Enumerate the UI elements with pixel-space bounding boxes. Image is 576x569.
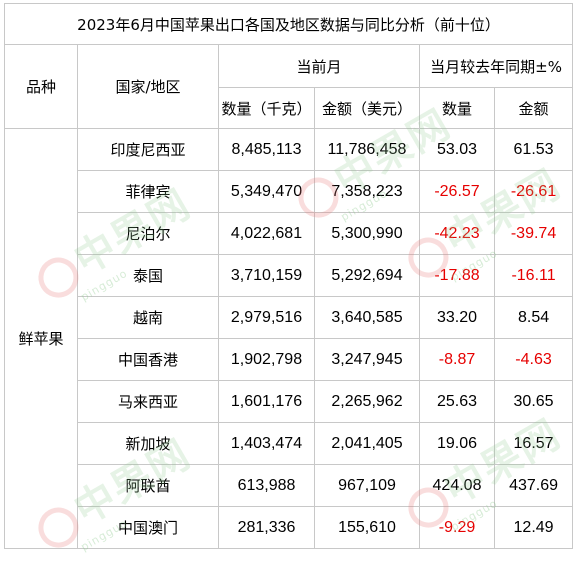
table-row: 马来西亚 1,601,176 2,265,962 25.63 30.65: [5, 380, 574, 423]
country-cell: 新加坡: [77, 422, 219, 465]
amount-cell: 7,358,223: [314, 170, 420, 213]
country-cell: 阿联酋: [77, 464, 219, 507]
amount-cell: 2,265,962: [314, 380, 420, 423]
amount-cell: 5,292,694: [314, 254, 420, 297]
table-row: 菲律宾 5,349,470 7,358,223 -26.57 -26.61: [5, 170, 574, 213]
amount-cell: 3,640,585: [314, 296, 420, 339]
table-row: 尼泊尔 4,022,681 5,300,990 -42.23 -39.74: [5, 212, 574, 255]
yoy-quantity-cell: -17.88: [419, 254, 495, 297]
variety-cell: 鲜苹果: [4, 128, 78, 549]
amount-cell: 3,247,945: [314, 338, 420, 381]
amount-cell: 5,300,990: [314, 212, 420, 255]
quantity-cell: 8,485,113: [218, 128, 315, 171]
country-cell: 菲律宾: [77, 170, 219, 213]
table-row: 越南 2,979,516 3,640,585 33.20 8.54: [5, 296, 574, 339]
yoy-amount-cell: 12.49: [493, 506, 574, 549]
quantity-cell: 1,403,474: [218, 422, 315, 465]
table-row: 阿联酋 613,988 967,109 424.08 437.69: [5, 464, 574, 507]
table-row: 泰国 3,710,159 5,292,694 -17.88 -16.11: [5, 254, 574, 297]
header-yoy-amount: 金额: [493, 87, 574, 129]
amount-cell: 11,786,458: [314, 128, 420, 171]
yoy-quantity-cell: 19.06: [419, 422, 495, 465]
table-row: 中国香港 1,902,798 3,247,945 -8.87 -4.63: [5, 338, 574, 381]
amount-cell: 967,109: [314, 464, 420, 507]
yoy-amount-cell: -26.61: [493, 170, 574, 213]
country-cell: 中国香港: [77, 338, 219, 381]
table-row: 中国澳门 281,336 155,610 -9.29 12.49: [5, 506, 574, 549]
header-amount-usd: 金额（美元）: [314, 87, 420, 129]
country-cell: 中国澳门: [77, 506, 219, 549]
header-yoy: 当月较去年同期±%: [418, 44, 574, 88]
header-yoy-quantity: 数量: [419, 87, 495, 129]
quantity-cell: 5,349,470: [218, 170, 315, 213]
table-row: 新加坡 1,403,474 2,041,405 19.06 16.57: [5, 422, 574, 465]
apple-export-table: 2023年6月中国苹果出口各国及地区数据与同比分析（前十位） 品种 国家/地区 …: [3, 3, 574, 549]
yoy-quantity-cell: 53.03: [419, 128, 495, 171]
header-country: 国家/地区: [77, 44, 219, 129]
amount-cell: 155,610: [314, 506, 420, 549]
yoy-amount-cell: -16.11: [493, 254, 574, 297]
yoy-amount-cell: 8.54: [493, 296, 574, 339]
yoy-quantity-cell: 33.20: [419, 296, 495, 339]
quantity-cell: 4,022,681: [218, 212, 315, 255]
quantity-cell: 3,710,159: [218, 254, 315, 297]
yoy-amount-cell: -4.63: [493, 338, 574, 381]
quantity-cell: 613,988: [218, 464, 315, 507]
header-variety: 品种: [4, 44, 78, 129]
country-cell: 尼泊尔: [77, 212, 219, 255]
quantity-cell: 2,979,516: [218, 296, 315, 339]
table-title: 2023年6月中国苹果出口各国及地区数据与同比分析（前十位）: [3, 3, 574, 45]
table-row: 鲜苹果 印度尼西亚 8,485,113 11,786,458 53.03 61.53: [4, 128, 574, 549]
yoy-amount-cell: -39.74: [493, 212, 574, 255]
country-cell: 泰国: [77, 254, 219, 297]
yoy-quantity-cell: 424.08: [419, 464, 495, 507]
yoy-amount-cell: 437.69: [493, 464, 574, 507]
yoy-quantity-cell: -26.57: [419, 170, 495, 213]
yoy-amount-cell: 16.57: [493, 422, 574, 465]
country-cell: 马来西亚: [77, 380, 219, 423]
header-quantity-kg: 数量（千克）: [218, 87, 315, 129]
country-cell: 印度尼西亚: [77, 128, 219, 171]
quantity-cell: 1,902,798: [218, 338, 315, 381]
yoy-quantity-cell: -8.87: [419, 338, 495, 381]
yoy-quantity-cell: -9.29: [419, 506, 495, 549]
amount-cell: 2,041,405: [314, 422, 420, 465]
yoy-quantity-cell: 25.63: [419, 380, 495, 423]
yoy-amount-cell: 30.65: [493, 380, 574, 423]
country-cell: 越南: [77, 296, 219, 339]
quantity-cell: 1,601,176: [218, 380, 315, 423]
yoy-quantity-cell: -42.23: [419, 212, 495, 255]
header-current-month: 当前月: [218, 44, 420, 88]
quantity-cell: 281,336: [218, 506, 315, 549]
yoy-amount-cell: 61.53: [493, 128, 574, 171]
